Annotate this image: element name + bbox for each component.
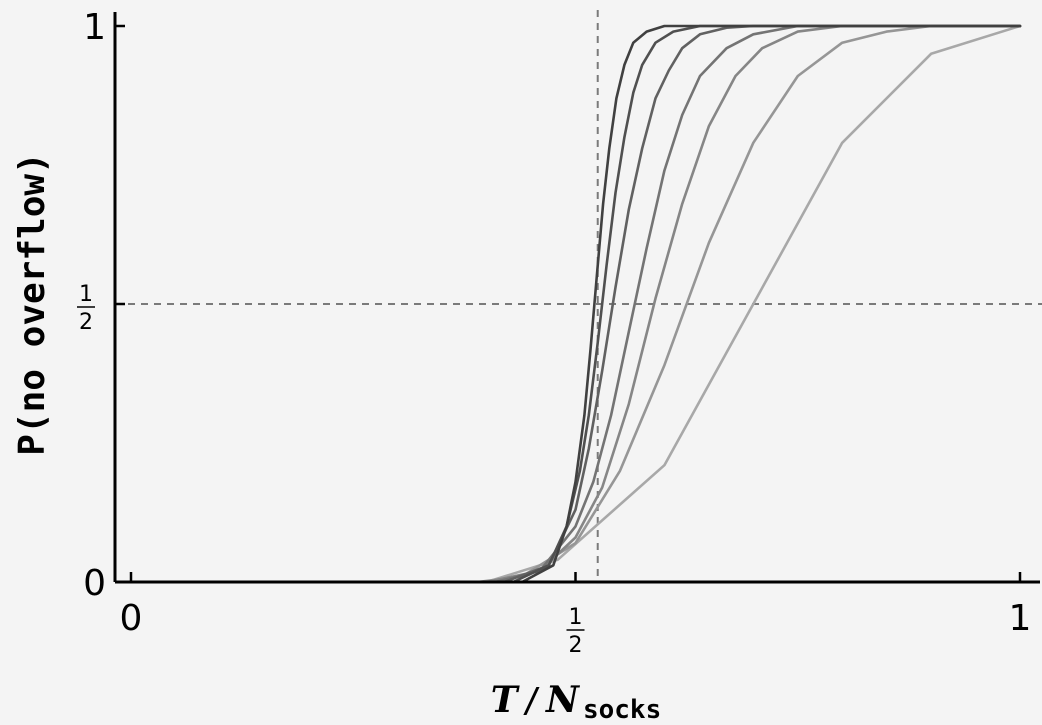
x-axis-label-t: T bbox=[491, 679, 520, 721]
y-tick-label-1-denominator: 2 bbox=[79, 310, 93, 335]
series-line-7 bbox=[129, 24, 1022, 584]
x-tick-label-0: 0 bbox=[120, 598, 143, 639]
y-tick-label-2: 1 bbox=[83, 7, 106, 48]
axes bbox=[113, 12, 1040, 584]
x-tick-label-1-numerator: 1 bbox=[569, 605, 583, 630]
x-tick-label-1: 12 bbox=[566, 605, 585, 658]
y-tick-label-0: 0 bbox=[83, 563, 106, 604]
x-tick-label-2: 1 bbox=[1009, 598, 1032, 639]
x-axis-label-slash: / bbox=[522, 681, 542, 721]
x-tick-label-1-denominator: 2 bbox=[569, 633, 583, 658]
y-tick-label-1: 12 bbox=[77, 282, 95, 335]
reference-lines bbox=[115, 10, 1042, 582]
x-axis-label-subscript: socks bbox=[583, 695, 661, 725]
y-tick-label-1-numerator: 1 bbox=[79, 282, 93, 307]
x-axis-label-n: N bbox=[545, 679, 581, 721]
y-axis-label: P(no overflow) bbox=[12, 152, 53, 455]
series-line-6 bbox=[129, 24, 1022, 584]
x-axis-label: T / N socks bbox=[491, 679, 661, 725]
